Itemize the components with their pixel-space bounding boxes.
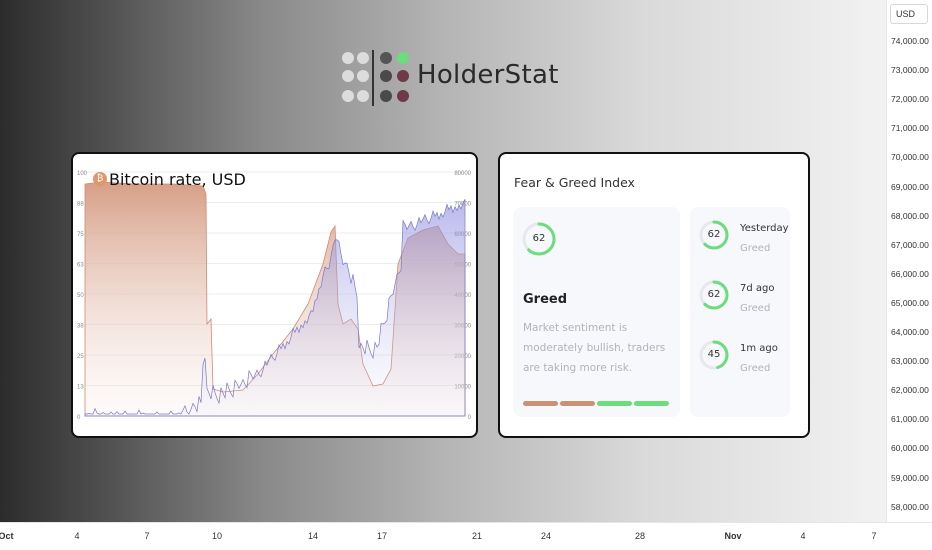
price-rate-tick: 80000 bbox=[454, 171, 471, 177]
history-gauge-value: 45 bbox=[707, 349, 721, 360]
sentiment-scale-segment bbox=[523, 401, 558, 406]
currency-selector[interactable]: USD bbox=[890, 4, 928, 24]
logo-dot bbox=[342, 52, 354, 64]
history-gauge: 62 bbox=[698, 219, 730, 251]
price-tick: 69,000.00 bbox=[891, 181, 929, 192]
logo-separator bbox=[372, 50, 374, 106]
time-tick: 10 bbox=[211, 531, 223, 541]
history-item: 62 7d ago Greed bbox=[698, 279, 790, 329]
sentiment-scale-segment bbox=[597, 401, 632, 406]
sentiment-scale-segment bbox=[634, 401, 669, 406]
price-tick: 67,000.00 bbox=[891, 239, 929, 250]
logo-dot bbox=[397, 70, 409, 82]
index-tick: 38 bbox=[77, 324, 84, 330]
time-tick: 14 bbox=[307, 531, 319, 541]
history-gauge: 62 bbox=[698, 279, 730, 311]
brand-name: HolderStat bbox=[417, 60, 559, 90]
bitcoin-rate-card: 1008000088700007560000635000050400003830… bbox=[71, 152, 478, 438]
history-item: 45 1m ago Greed bbox=[698, 339, 790, 389]
logo-dot bbox=[397, 52, 409, 64]
gauge-fill bbox=[699, 220, 729, 250]
price-tick: 63,000.00 bbox=[891, 356, 929, 367]
logo-dot bbox=[357, 90, 369, 102]
history-item: 62 Yesterday Greed bbox=[698, 219, 790, 269]
bitcoin-card-title: Bitcoin rate, USD bbox=[109, 170, 246, 189]
index-tick: 50 bbox=[77, 293, 84, 299]
time-tick: Oct bbox=[0, 531, 14, 541]
history-gauge: 45 bbox=[698, 339, 730, 371]
index-tick: 63 bbox=[77, 263, 84, 269]
history-gauge-value: 62 bbox=[707, 289, 721, 300]
current-gauge-value: 62 bbox=[532, 233, 546, 244]
history-period: 1m ago bbox=[740, 343, 778, 354]
bitcoin-rate-chart: 1008000088700007560000635000050400003830… bbox=[77, 171, 472, 421]
logo-dot bbox=[380, 90, 392, 102]
fear-greed-title: Fear & Greed Index bbox=[514, 175, 635, 190]
price-tick: 70,000.00 bbox=[891, 152, 929, 163]
time-tick: 17 bbox=[376, 531, 388, 541]
price-tick: 68,000.00 bbox=[891, 210, 929, 221]
sentiment-scale-segment bbox=[560, 401, 595, 406]
price-tick: 72,000.00 bbox=[891, 94, 929, 105]
price-tick: 73,000.00 bbox=[891, 65, 929, 76]
gauge-fill bbox=[699, 340, 729, 370]
time-tick: Nov bbox=[724, 531, 742, 541]
price-tick: 59,000.00 bbox=[891, 472, 929, 483]
fear-greed-current-panel: 62 Greed Market sentiment is moderately … bbox=[513, 207, 680, 417]
index-tick: 75 bbox=[77, 232, 84, 238]
time-tick: 7 bbox=[871, 531, 877, 541]
time-tick: 24 bbox=[540, 531, 552, 541]
gauge-fill bbox=[699, 280, 729, 310]
current-sentiment-description: Market sentiment is moderately bullish, … bbox=[523, 322, 666, 374]
history-status: Greed bbox=[740, 243, 771, 254]
index-tick: 25 bbox=[77, 354, 84, 360]
logo-dot bbox=[342, 90, 354, 102]
price-tick: 71,000.00 bbox=[891, 123, 929, 134]
price-tick: 62,000.00 bbox=[891, 385, 929, 396]
btc-price-area bbox=[84, 199, 466, 417]
price-tick: 61,000.00 bbox=[891, 414, 929, 425]
fear-greed-history-panel: 62 Yesterday Greed 62 7d ago Greed 45 1m ago Gre… bbox=[690, 207, 790, 417]
logo-dot bbox=[357, 52, 369, 64]
current-sentiment-label: Greed bbox=[523, 292, 568, 307]
time-tick: 4 bbox=[74, 531, 80, 541]
price-tick: 58,000.00 bbox=[891, 501, 929, 512]
index-tick: 13 bbox=[77, 385, 84, 391]
fear-greed-card: Fear & Greed Index 62 Greed Market senti… bbox=[498, 152, 810, 438]
time-tick: 4 bbox=[800, 531, 806, 541]
index-tick: 88 bbox=[77, 202, 84, 208]
logo-dot bbox=[380, 52, 392, 64]
price-tick: 74,000.00 bbox=[891, 36, 929, 46]
current-gauge: 62 bbox=[521, 221, 557, 267]
holderstat-logo: HolderStat bbox=[340, 48, 560, 108]
logo-dot bbox=[380, 70, 392, 82]
price-tick: 66,000.00 bbox=[891, 268, 929, 279]
logo-dot bbox=[397, 90, 409, 102]
time-tick: 7 bbox=[144, 531, 150, 541]
logo-dot bbox=[357, 70, 369, 82]
index-tick: 100 bbox=[77, 171, 88, 177]
time-tick: 28 bbox=[634, 531, 646, 541]
price-tick: 65,000.00 bbox=[891, 297, 929, 308]
price-axis[interactable] bbox=[886, 0, 932, 522]
history-period: 7d ago bbox=[740, 283, 775, 294]
history-status: Greed bbox=[740, 363, 771, 374]
index-tick: 0 bbox=[77, 415, 81, 421]
time-tick: 21 bbox=[471, 531, 483, 541]
price-tick: 64,000.00 bbox=[891, 327, 929, 337]
time-axis[interactable] bbox=[0, 522, 932, 550]
gauge-fill bbox=[522, 222, 556, 256]
logo-dot bbox=[342, 70, 354, 82]
history-gauge-value: 62 bbox=[707, 229, 721, 240]
history-status: Greed bbox=[740, 303, 771, 314]
price-tick: 60,000.00 bbox=[891, 443, 929, 454]
price-rate-tick: 0 bbox=[468, 415, 472, 421]
history-period: Yesterday bbox=[740, 223, 789, 234]
bitcoin-icon: ₿ bbox=[93, 172, 107, 186]
